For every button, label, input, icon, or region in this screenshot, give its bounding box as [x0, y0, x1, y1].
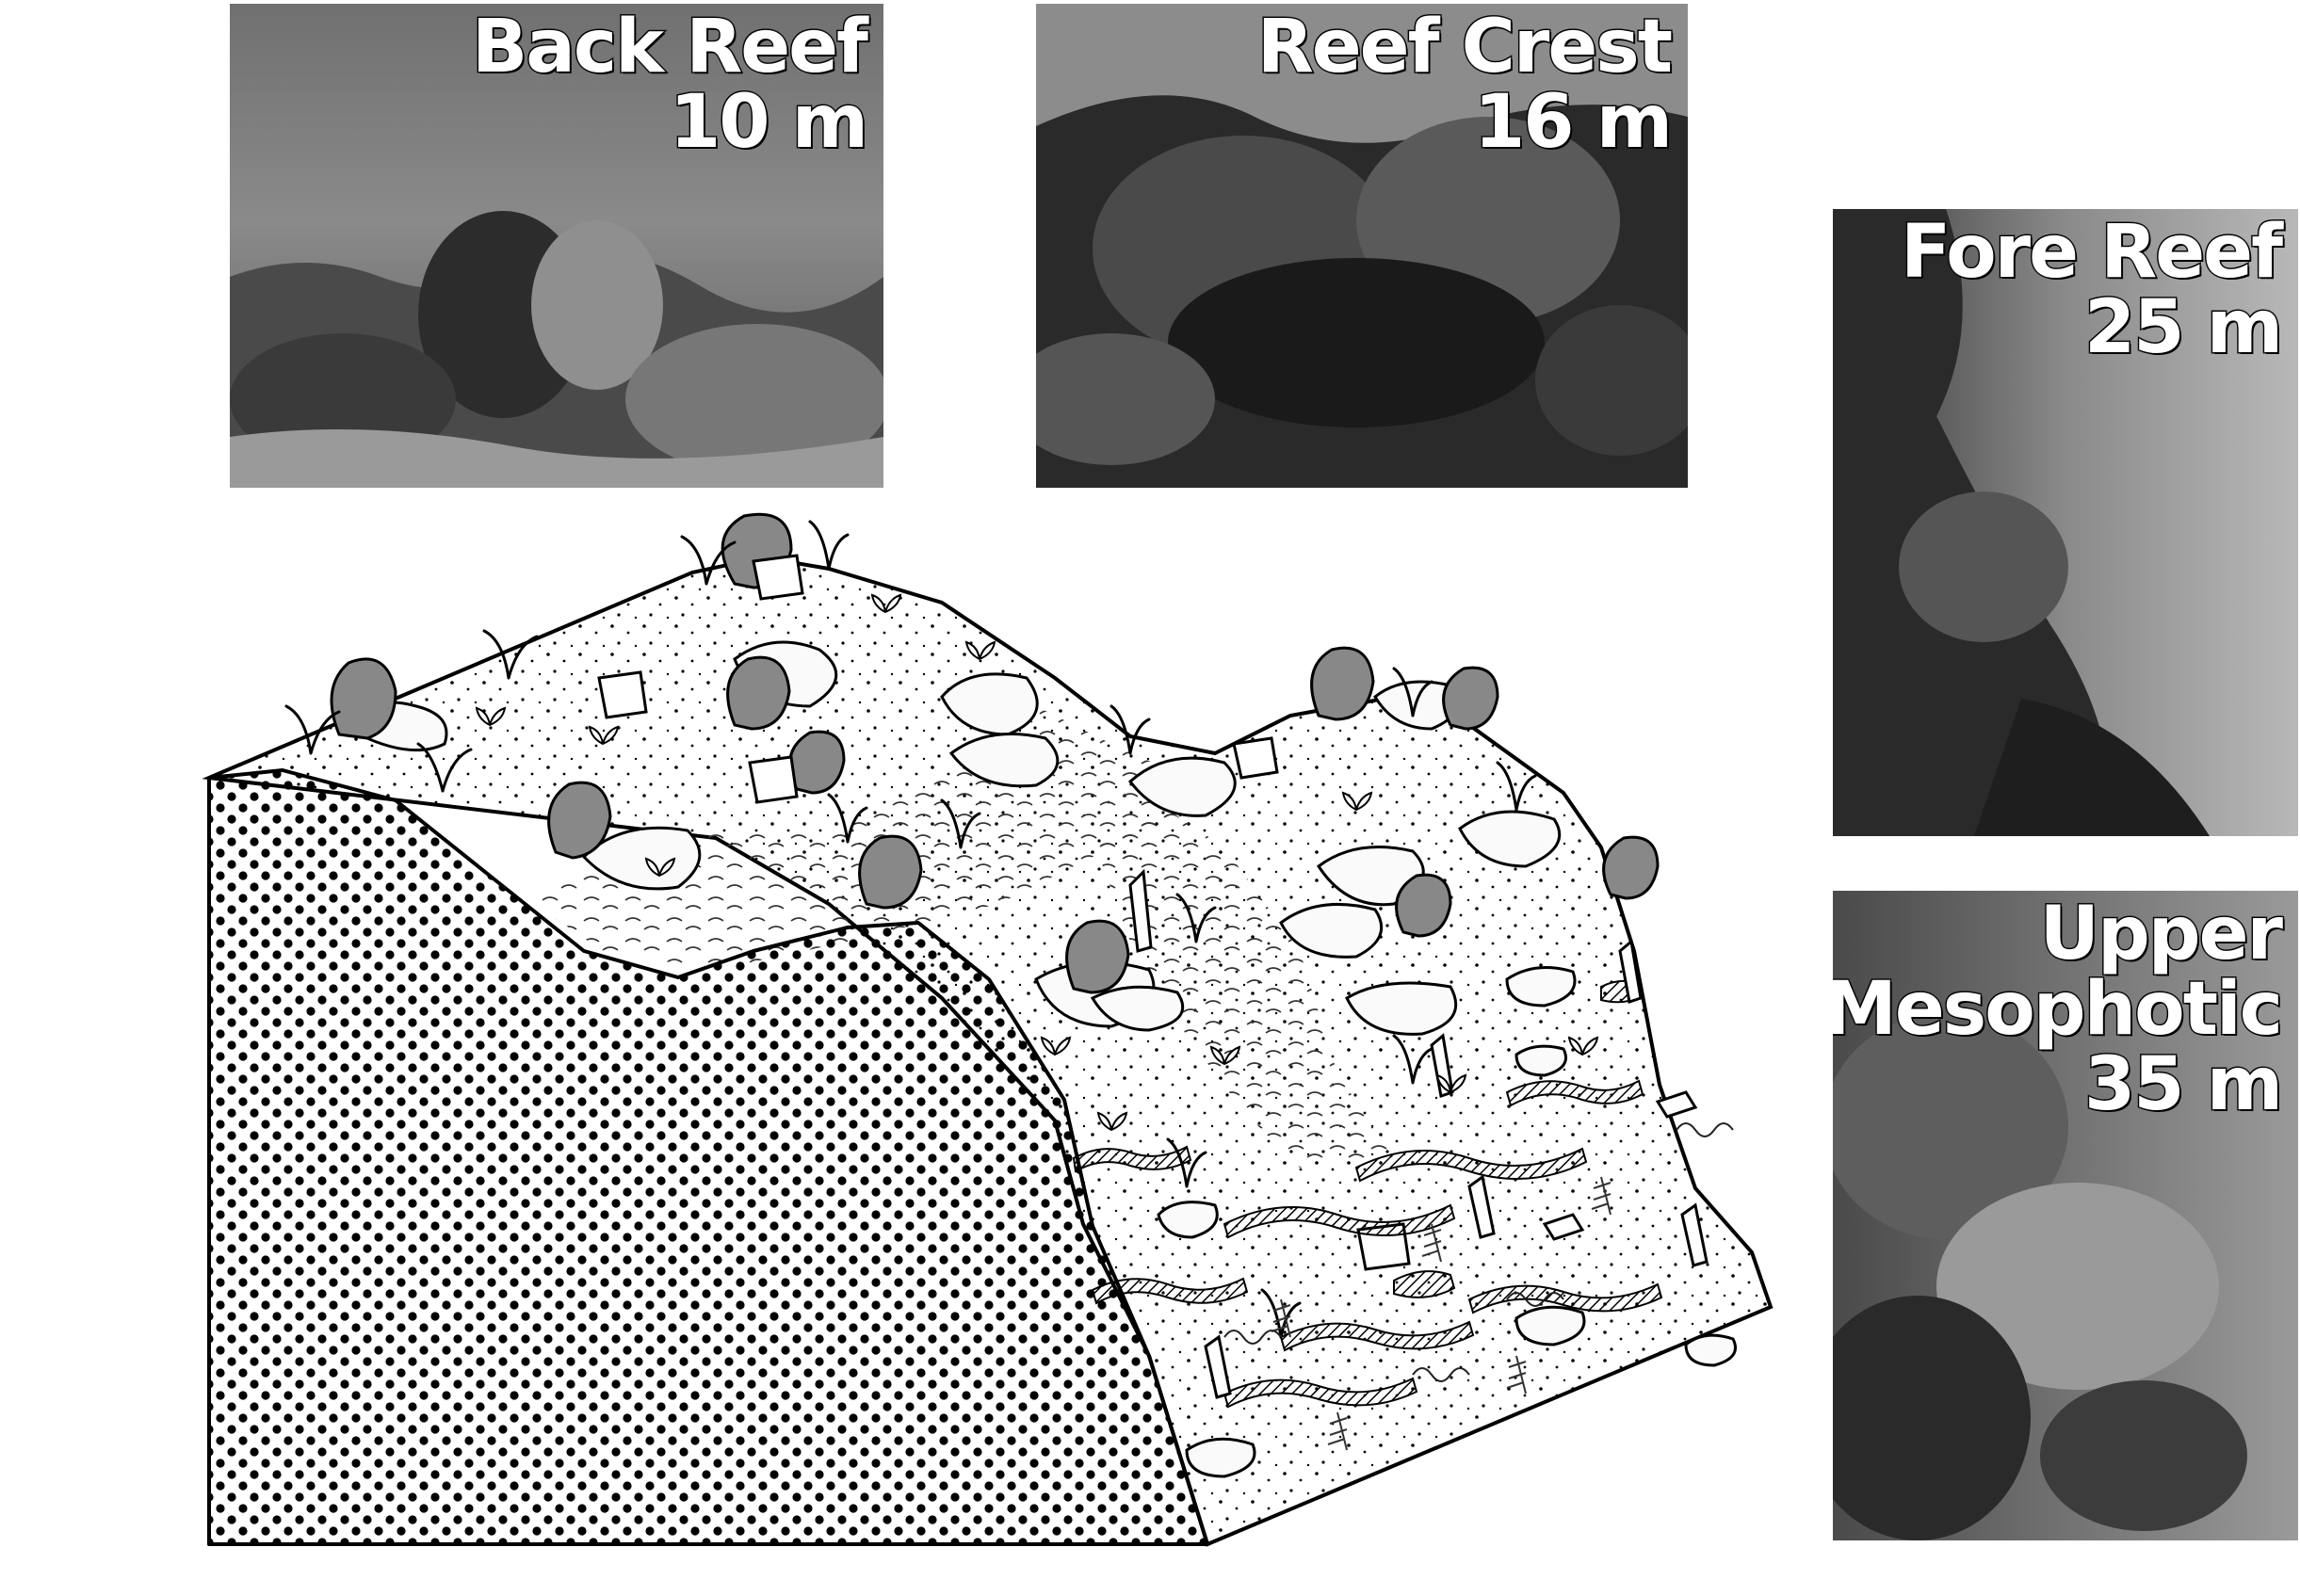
fore-reef-scene — [1833, 209, 2298, 836]
back-reef-label: Back Reef 10 m — [470, 5, 870, 165]
deep-fronds — [1271, 1176, 1612, 1451]
gorgonian-plumes — [284, 520, 1537, 1339]
bedrock-substrate — [207, 768, 1209, 1546]
reef-crest-label: Reef Crest 16 m — [1255, 5, 1675, 165]
zone-name-line1: Upper — [2038, 892, 2284, 976]
zone-name: Reef Crest — [1255, 5, 1674, 89]
zone-name: Back Reef — [470, 5, 869, 89]
hatched-ledges — [1072, 979, 1663, 1409]
zone-name-line2: Mesophotic — [1833, 967, 2284, 1052]
upper-mesophotic-label: Upper Mesophotic 35 m — [1833, 892, 2285, 1127]
reef-crest-photo: Reef Crest 16 m — [1036, 4, 1688, 488]
coiled-algae — [1223, 1122, 1734, 1382]
upper-mesophotic-scene — [1833, 891, 2298, 1540]
back-reef-photo: Back Reef 10 m — [230, 4, 883, 488]
zone-depth: 10 m — [669, 80, 870, 165]
zone-depth: 25 m — [2083, 285, 2285, 370]
upper-mesophotic-photo: Upper Mesophotic 35 m — [1833, 891, 2298, 1540]
zone-name: Fore Reef — [1899, 210, 2284, 295]
fore-reef-label: Fore Reef 25 m — [1899, 210, 2285, 370]
sea-fans — [330, 512, 1660, 994]
zone-depth: 16 m — [1473, 80, 1675, 165]
leafy-algae — [475, 593, 1599, 1132]
zone-depth: 35 m — [2083, 1042, 2285, 1127]
sand-channel-lower — [1093, 810, 1394, 1168]
fore-reef-photo: Fore Reef 25 m — [1833, 209, 2298, 836]
back-reef-scene — [230, 4, 883, 488]
tube-sponges — [1128, 868, 1709, 1399]
reef-crest-scene — [1036, 4, 1688, 488]
